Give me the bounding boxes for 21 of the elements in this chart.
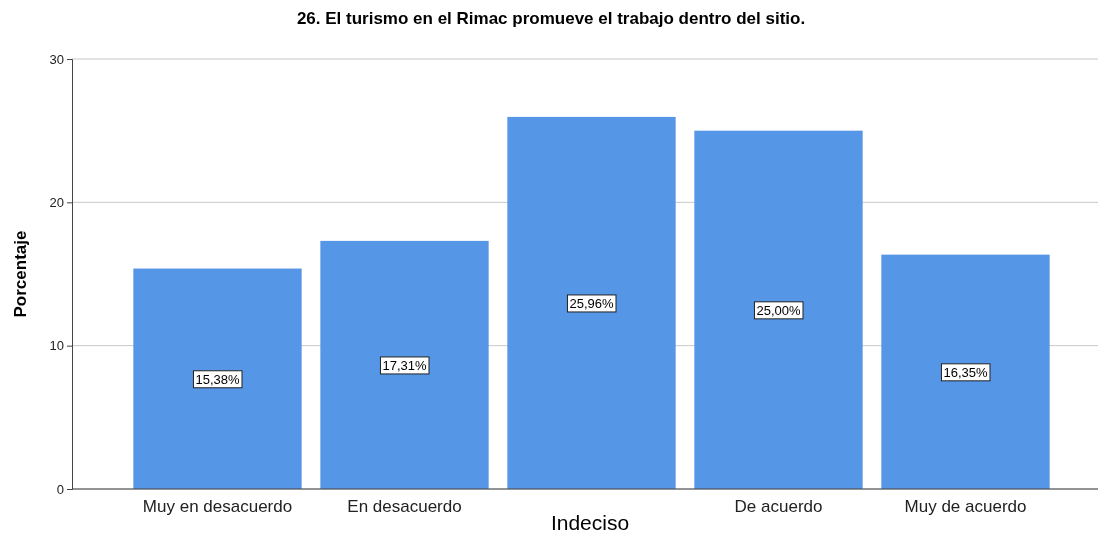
data-label: 17,31% [382, 357, 427, 373]
x-tick-label: De acuerdo [734, 497, 823, 517]
bar [507, 116, 676, 489]
bar [320, 240, 489, 489]
y-axis-title: Porcentaje [11, 230, 30, 318]
y-tick-label: 0 [56, 481, 64, 497]
x-tick-label: En desacuerdo [347, 497, 462, 517]
y-tick-label: 20 [49, 194, 64, 210]
data-label: 25,00% [756, 302, 801, 318]
bar [881, 254, 1050, 489]
bar [133, 268, 302, 489]
chart-title: 26. El turismo en el Rimac promueve el trabajo dentro del sitio. [296, 9, 806, 28]
y-tick-label: 30 [49, 51, 64, 67]
data-label: 25,96% [569, 295, 614, 311]
bar [694, 130, 863, 489]
data-label: 16,35% [943, 364, 988, 380]
x-tick-label: Muy en desacuerdo [142, 497, 293, 517]
x-axis-title: Indeciso [550, 511, 630, 534]
data-label: 15,38% [195, 371, 240, 387]
x-tick-label: Muy de acuerdo [904, 497, 1027, 517]
y-tick-label: 10 [49, 338, 64, 354]
